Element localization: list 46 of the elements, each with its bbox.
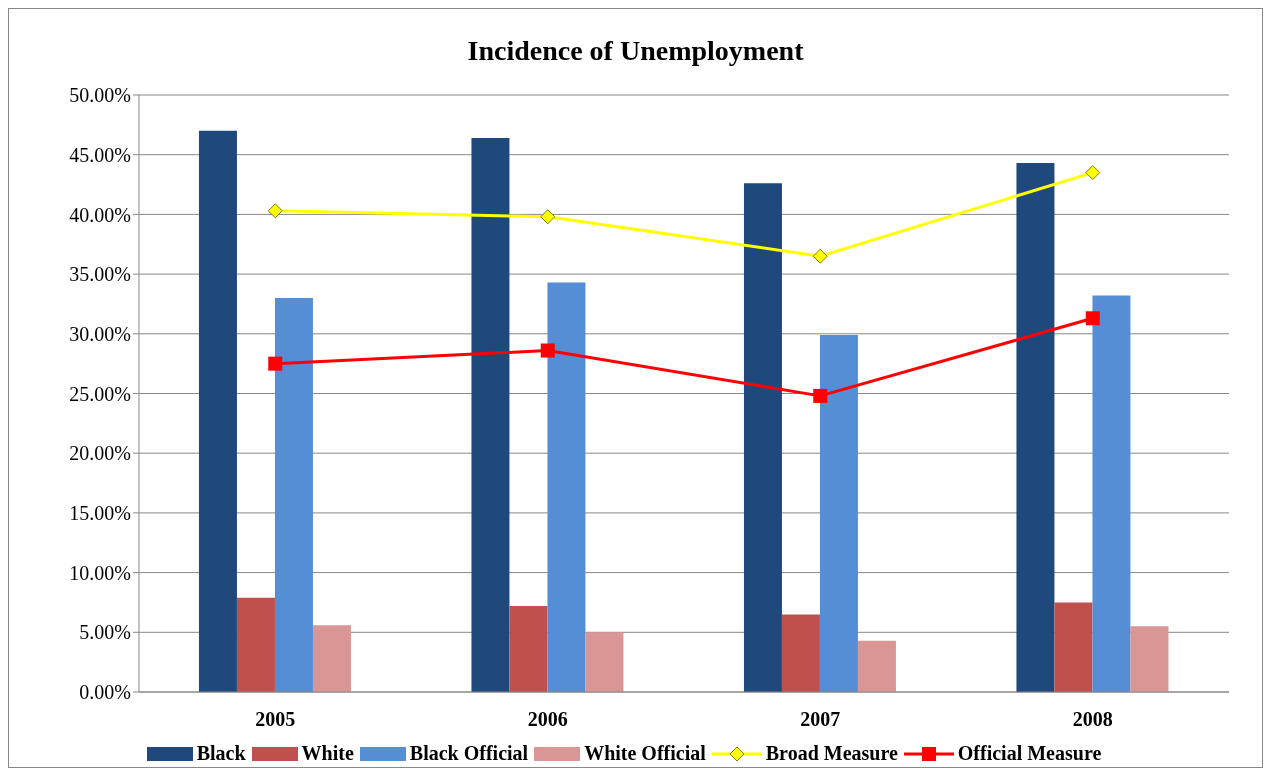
bar [471,137,510,692]
legend-label: Broad Measure [765,742,898,765]
y-tick-label: 25.00% [69,382,131,405]
x-tick-label: 2008 [1072,708,1113,731]
y-tick-label: 45.00% [69,143,131,166]
bar [198,130,237,692]
bar [743,183,782,692]
bar [857,640,896,692]
y-tick-label: 20.00% [69,442,131,465]
point [812,248,828,264]
point [813,388,828,403]
bar [819,334,858,692]
legend-label: White Official [584,742,706,765]
point [1085,165,1101,181]
point [540,209,556,225]
bar [1016,163,1055,692]
bar [312,625,351,692]
point [267,203,283,219]
chart-title: Incidence of Unemployment [466,34,805,68]
x-tick-label: 2005 [255,708,296,731]
point [1085,311,1100,326]
y-tick-label: 40.00% [69,203,131,226]
bar [585,632,624,692]
bar [781,614,820,692]
bar [236,597,275,692]
y-tick-label: 0.00% [79,681,131,704]
bar [274,297,313,692]
y-tick-label: 5.00% [79,621,131,644]
legend-label: Black [196,742,246,765]
legend-label: Black Official [409,742,529,765]
point [268,356,283,371]
legend-label: White [301,742,354,765]
bar [1054,602,1093,692]
x-tick-label: 2007 [800,708,841,731]
y-tick-label: 30.00% [69,322,131,345]
bar [509,606,548,692]
y-tick-label: 50.00% [69,84,131,107]
y-tick-label: 35.00% [69,263,131,286]
y-tick-label: 15.00% [69,502,131,524]
bar [547,282,586,692]
bar [1130,626,1169,692]
bar [1092,295,1131,692]
legend-label: Official Measure [957,742,1102,765]
point [540,343,555,358]
y-tick-label: 10.00% [69,561,131,584]
x-tick-label: 2006 [527,708,568,731]
